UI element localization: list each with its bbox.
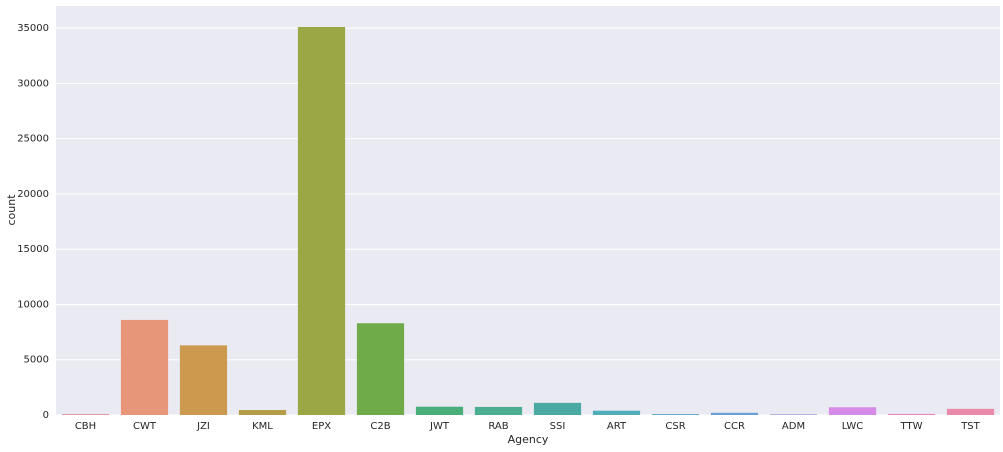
x-tick-label: KML	[252, 421, 273, 432]
bar	[356, 323, 405, 415]
bar	[710, 412, 759, 415]
x-tick-label: CSR	[665, 421, 685, 432]
y-tick-label: 5000	[24, 355, 49, 366]
bar	[887, 413, 936, 415]
x-tick-label: TST	[960, 421, 980, 432]
bar	[946, 408, 995, 415]
x-tick-label: ADM	[782, 421, 805, 432]
x-tick-label: JWT	[429, 421, 450, 432]
y-tick-label: 30000	[17, 78, 49, 89]
x-tick-label: EPX	[312, 421, 331, 432]
bar	[592, 410, 641, 415]
x-tick-label: TTW	[900, 421, 923, 432]
x-axis-label: Agency	[508, 433, 549, 446]
y-tick-label: 10000	[17, 299, 49, 310]
x-tick-label: CCR	[724, 421, 745, 432]
x-tick-label: CWT	[133, 421, 157, 432]
bar	[828, 407, 877, 415]
x-tick-label: ART	[607, 421, 627, 432]
y-tick-label: 25000	[17, 134, 49, 145]
bar	[533, 402, 582, 415]
y-tick-label: 20000	[17, 189, 49, 200]
bar	[61, 414, 110, 415]
x-tick-label: JZI	[196, 421, 210, 432]
x-tick-label: CBH	[75, 421, 96, 432]
y-tick-label: 35000	[17, 23, 49, 34]
x-tick-label: RAB	[488, 421, 508, 432]
x-tick-label: C2B	[370, 421, 390, 432]
bar	[120, 319, 169, 415]
y-tick-label: 0	[43, 410, 49, 421]
bar	[651, 414, 700, 415]
x-tick-label: LWC	[842, 421, 864, 432]
bar	[474, 406, 523, 415]
bar	[238, 410, 287, 415]
y-axis-label: count	[5, 194, 18, 226]
bar	[297, 27, 346, 415]
bar	[179, 345, 228, 415]
y-tick-label: 15000	[17, 244, 49, 255]
bar	[769, 414, 818, 415]
x-tick-label: SSI	[550, 421, 566, 432]
bar	[415, 406, 464, 415]
